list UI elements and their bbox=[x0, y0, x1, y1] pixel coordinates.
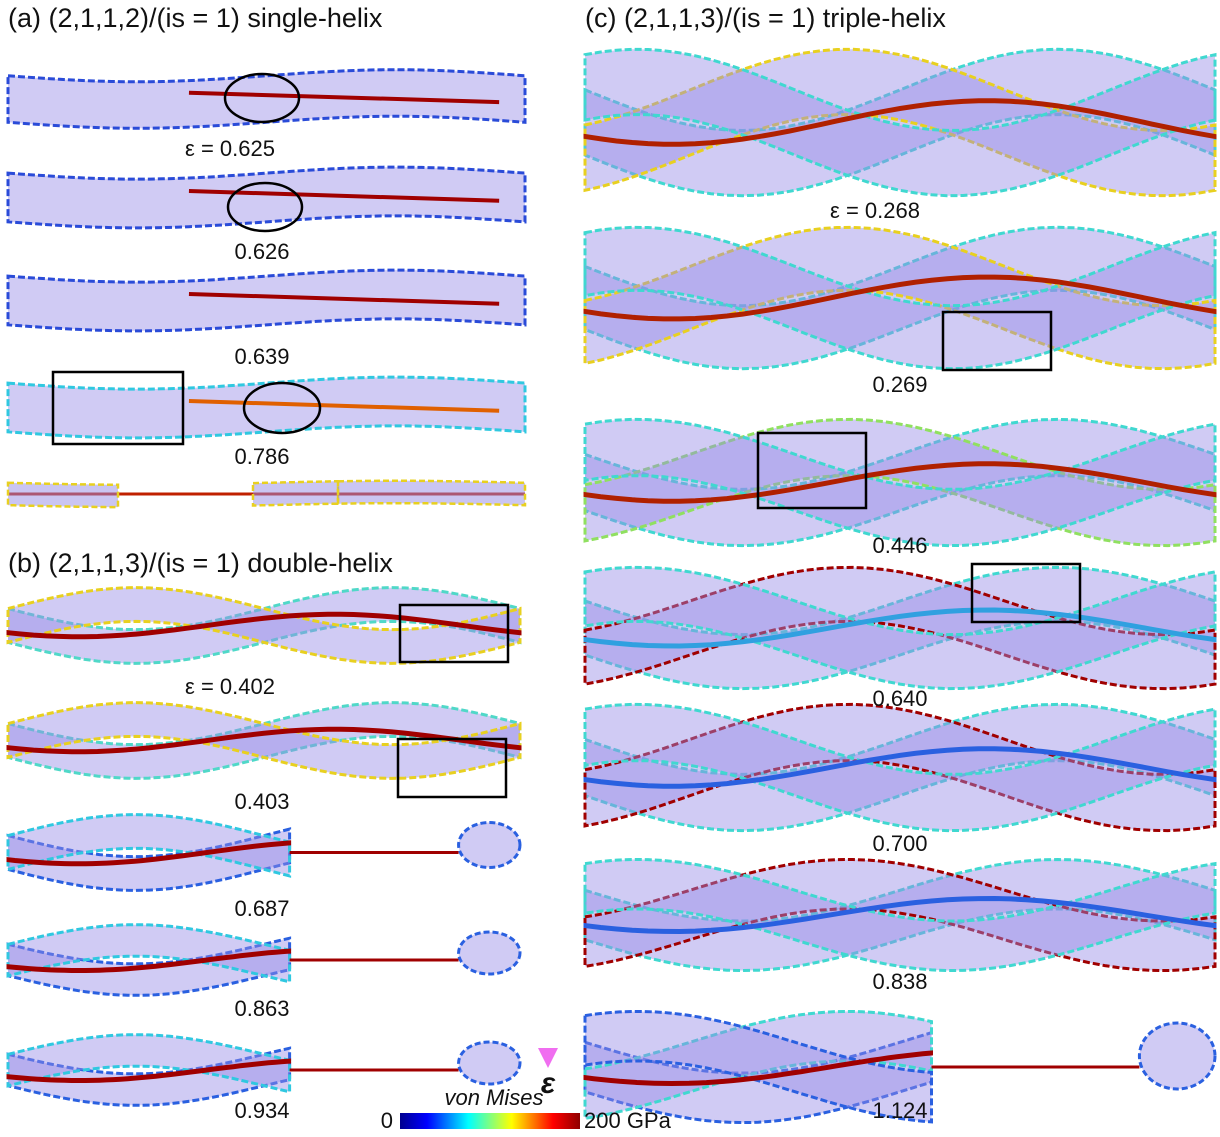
tube-end bbox=[459, 932, 520, 974]
structure-frame bbox=[8, 481, 525, 507]
strain-label: 0.446 bbox=[872, 533, 927, 558]
structure-frame bbox=[8, 925, 520, 996]
strain-label: ε = 0.625 bbox=[185, 136, 275, 161]
strain-label: 0.934 bbox=[234, 1098, 289, 1123]
tube bbox=[8, 483, 118, 507]
colorbar bbox=[400, 1113, 580, 1129]
structure-frame bbox=[8, 270, 525, 331]
panel-title: (b) (2,1,1,3)/(is = 1) double-helix bbox=[8, 548, 393, 578]
strain-label: ε = 0.402 bbox=[185, 674, 275, 699]
strain-label: 0.700 bbox=[872, 831, 927, 856]
panel-title: (a) (2,1,1,2)/(is = 1) single-helix bbox=[8, 3, 383, 33]
strain-label: 0.640 bbox=[872, 686, 927, 711]
structure-frame bbox=[585, 419, 1215, 545]
strain-label: ε = 0.268 bbox=[830, 198, 920, 223]
structure-frame bbox=[8, 703, 520, 779]
structures bbox=[8, 49, 1215, 1122]
structure-frame bbox=[585, 704, 1215, 830]
strain-label: 0.269 bbox=[872, 372, 927, 397]
tube-end bbox=[459, 1042, 520, 1084]
strain-label: 0.687 bbox=[234, 896, 289, 921]
strain-label: 0.786 bbox=[234, 444, 289, 469]
colorbar-max: 200 GPa bbox=[584, 1108, 672, 1133]
tube-end bbox=[459, 823, 520, 868]
structure-frame bbox=[585, 860, 1215, 971]
structure-frame bbox=[585, 567, 1215, 688]
tube bbox=[253, 481, 338, 505]
strain-label: 0.403 bbox=[234, 789, 289, 814]
colorbar-title: von Mises bbox=[444, 1085, 543, 1110]
strain-label: 0.626 bbox=[234, 239, 289, 264]
figure: ε von Mises 0 200 GPa (a) (2,1,1,2)/(is … bbox=[0, 0, 1220, 1137]
structure-frame bbox=[8, 815, 520, 891]
structure-frame bbox=[585, 49, 1215, 195]
structure-frame bbox=[8, 588, 520, 664]
tube-end bbox=[1139, 1023, 1215, 1089]
panel-title: (c) (2,1,1,3)/(is = 1) triple-helix bbox=[585, 3, 946, 33]
structure-frame bbox=[8, 70, 525, 129]
structure-frame bbox=[585, 227, 1215, 368]
strain-label: 0.838 bbox=[872, 969, 927, 994]
strain-label: 1.124 bbox=[872, 1098, 927, 1123]
strain-label: 0.863 bbox=[234, 996, 289, 1021]
structure-frame bbox=[8, 1035, 520, 1106]
strain-label: 0.639 bbox=[234, 344, 289, 369]
colorbar-min: 0 bbox=[381, 1108, 393, 1133]
tube bbox=[338, 481, 525, 505]
arrow-head bbox=[538, 1048, 558, 1068]
structure-frame bbox=[8, 167, 525, 228]
